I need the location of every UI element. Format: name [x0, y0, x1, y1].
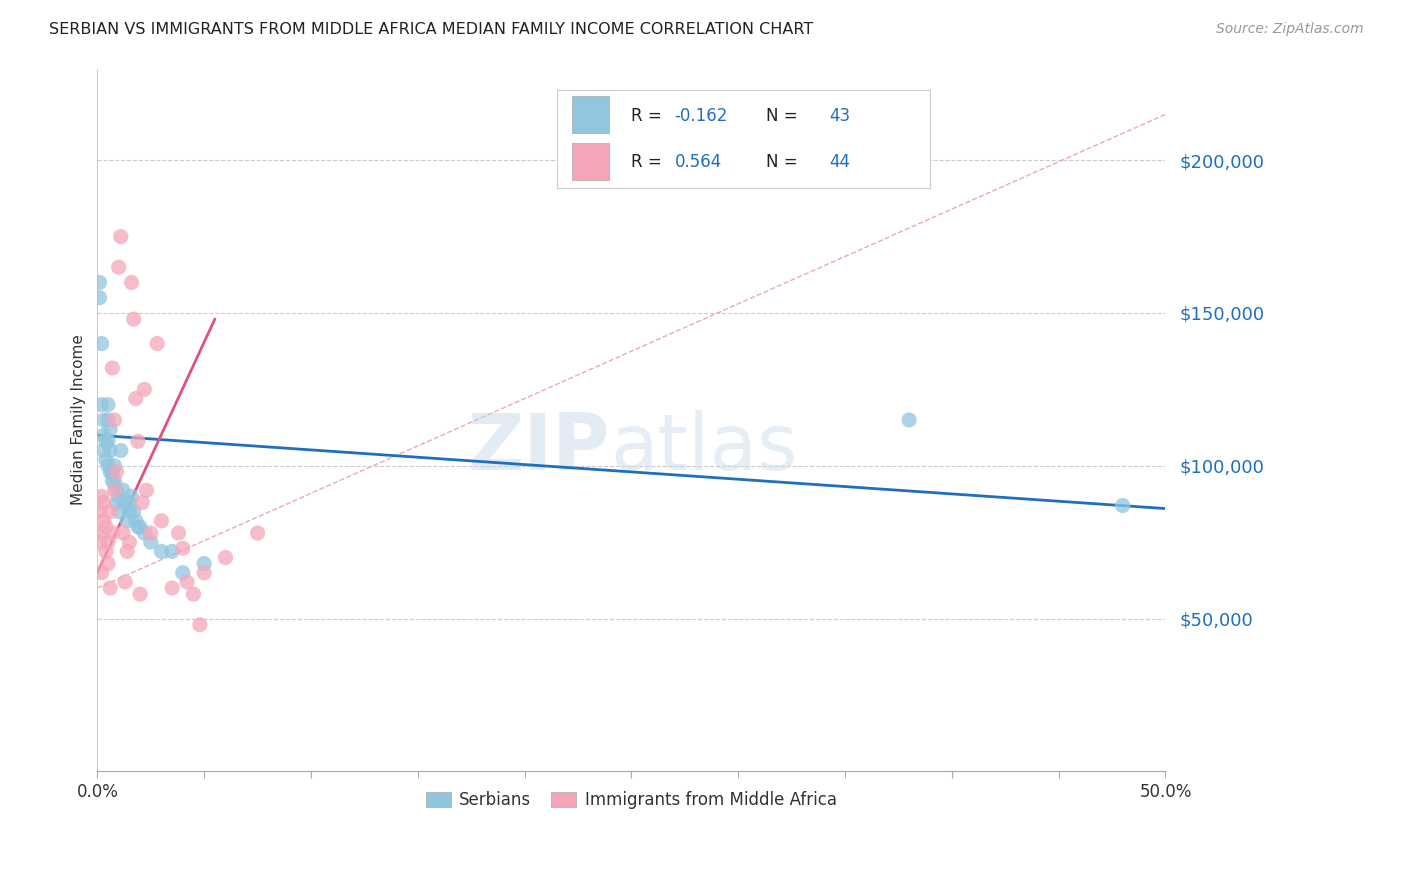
- Point: [101, 526, 124, 541]
- Point: [90, 336, 112, 351]
- Point: [214, 550, 236, 565]
- Point: [110, 229, 132, 244]
- Point: [93, 514, 115, 528]
- Point: [150, 544, 173, 558]
- Point: [188, 617, 211, 632]
- Point: [114, 574, 136, 589]
- Point: [1112, 499, 1135, 513]
- Point: [139, 526, 162, 541]
- Text: SERBIAN VS IMMIGRANTS FROM MIDDLE AFRICA MEDIAN FAMILY INCOME CORRELATION CHART: SERBIAN VS IMMIGRANTS FROM MIDDLE AFRICA…: [49, 22, 814, 37]
- Point: [129, 587, 152, 601]
- Point: [93, 443, 115, 458]
- Point: [97, 557, 120, 571]
- Point: [105, 465, 128, 479]
- Text: atlas: atlas: [610, 410, 797, 486]
- Point: [193, 566, 215, 580]
- Point: [131, 495, 153, 509]
- Point: [172, 541, 194, 556]
- Point: [90, 398, 112, 412]
- Point: [101, 465, 124, 479]
- Point: [98, 581, 121, 595]
- Point: [97, 413, 120, 427]
- Point: [121, 489, 143, 503]
- Point: [97, 458, 120, 473]
- Point: [101, 474, 124, 488]
- Point: [105, 483, 128, 498]
- Point: [125, 514, 148, 528]
- Point: [110, 443, 132, 458]
- Point: [98, 465, 121, 479]
- Point: [139, 535, 162, 549]
- Point: [146, 336, 169, 351]
- Point: [898, 413, 921, 427]
- Point: [135, 483, 157, 498]
- Point: [89, 535, 111, 549]
- Legend: Serbians, Immigrants from Middle Africa: Serbians, Immigrants from Middle Africa: [419, 784, 844, 816]
- Point: [93, 413, 115, 427]
- Point: [118, 495, 141, 509]
- Point: [172, 566, 194, 580]
- Point: [103, 413, 125, 427]
- Point: [122, 312, 145, 326]
- Point: [160, 544, 183, 558]
- Point: [97, 398, 120, 412]
- Point: [118, 535, 141, 549]
- Point: [160, 581, 183, 595]
- Point: [134, 526, 156, 541]
- Point: [105, 495, 128, 509]
- Point: [127, 520, 149, 534]
- Y-axis label: Median Family Income: Median Family Income: [72, 334, 86, 506]
- Point: [121, 276, 143, 290]
- Point: [107, 260, 129, 275]
- Point: [98, 422, 121, 436]
- Point: [129, 520, 152, 534]
- Point: [89, 505, 111, 519]
- Point: [107, 489, 129, 503]
- Point: [98, 505, 121, 519]
- Point: [118, 505, 141, 519]
- Point: [101, 361, 124, 376]
- Point: [150, 514, 173, 528]
- Point: [127, 434, 149, 449]
- Point: [90, 526, 112, 541]
- Point: [93, 428, 115, 442]
- Point: [111, 483, 134, 498]
- Text: Source: ZipAtlas.com: Source: ZipAtlas.com: [1216, 22, 1364, 37]
- Text: ZIP: ZIP: [468, 410, 610, 486]
- Point: [176, 574, 198, 589]
- Point: [98, 443, 121, 458]
- Point: [90, 566, 112, 580]
- Point: [167, 526, 190, 541]
- Point: [117, 514, 139, 528]
- Point: [103, 458, 125, 473]
- Point: [94, 452, 117, 467]
- Point: [94, 544, 117, 558]
- Point: [103, 483, 125, 498]
- Point: [90, 489, 112, 503]
- Point: [89, 291, 111, 305]
- Point: [117, 544, 139, 558]
- Point: [114, 495, 136, 509]
- Point: [94, 434, 117, 449]
- Point: [193, 557, 215, 571]
- Point: [183, 587, 205, 601]
- Point: [246, 526, 269, 541]
- Point: [89, 276, 111, 290]
- Point: [125, 392, 148, 406]
- Point: [103, 474, 125, 488]
- Point: [134, 383, 156, 397]
- Point: [122, 505, 145, 519]
- Point: [94, 520, 117, 534]
- Point: [97, 535, 120, 549]
- Point: [111, 526, 134, 541]
- Point: [97, 434, 120, 449]
- Point: [107, 505, 129, 519]
- Point: [93, 495, 115, 509]
